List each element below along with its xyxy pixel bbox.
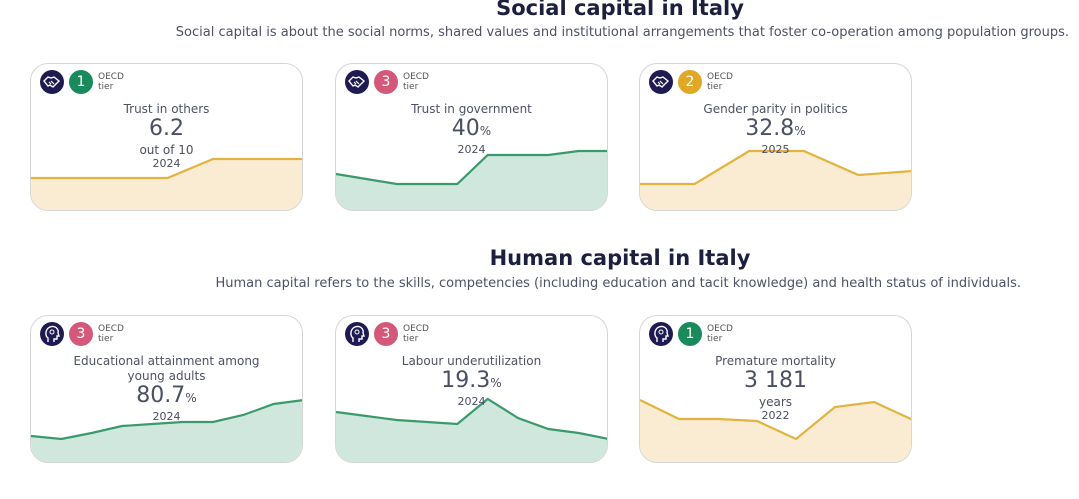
tier-label: OECD xyxy=(707,324,733,334)
tier-label: tier xyxy=(98,334,114,344)
sparkline-chart xyxy=(336,397,607,462)
sparkline-area xyxy=(31,400,302,462)
value-unit: years xyxy=(758,395,793,409)
handshake-icon xyxy=(40,70,64,94)
indicator-year: 2024 xyxy=(457,395,486,408)
section-description: Human capital refers to the skills, comp… xyxy=(215,276,1022,291)
tier-badge: 3 xyxy=(374,70,398,94)
sparkline-line xyxy=(31,157,302,180)
tier-label: tier xyxy=(707,82,723,92)
tier-badge: 1 xyxy=(69,70,93,94)
indicator-card[interactable]: 1 OECD tier Trust in others 6.2 out of 10… xyxy=(30,63,303,211)
indicator-year: 2024 xyxy=(152,157,181,170)
indicator-value: 19.3 xyxy=(441,368,491,393)
indicator-value: 80.7 xyxy=(136,383,186,408)
indicator-label: Labour underutilization xyxy=(401,354,542,368)
indicator-label: Gender parity in politics xyxy=(703,102,848,116)
indicator-card[interactable]: 3 OECD tier Educational attainment among … xyxy=(30,315,303,463)
sparkline-line xyxy=(640,149,911,186)
sparkline-chart xyxy=(31,157,302,210)
tier-label: tier xyxy=(403,82,419,92)
section-title: Human capital in Italy xyxy=(489,246,751,270)
sparkline-area xyxy=(31,159,302,210)
tier-label: tier xyxy=(98,82,114,92)
indicator-year: 2025 xyxy=(761,143,790,156)
value-suffix: % xyxy=(794,124,806,138)
sparkline-area xyxy=(640,400,911,462)
sparkline-area xyxy=(640,151,911,210)
head-icon xyxy=(40,322,64,346)
sparkline-chart xyxy=(640,149,911,210)
value-suffix: % xyxy=(490,376,502,390)
tier-badge: 3 xyxy=(69,322,93,346)
sparkline-line xyxy=(31,399,302,441)
indicator-year: 2024 xyxy=(457,143,486,156)
value-suffix: % xyxy=(185,391,197,405)
tier-label: OECD xyxy=(403,72,429,82)
sparkline-line xyxy=(336,149,607,186)
tier-badge: 3 xyxy=(374,322,398,346)
indicator-value: 3 181 xyxy=(744,368,807,393)
sparkline-line xyxy=(336,397,607,440)
indicator-card[interactable]: 3 OECD tier Labour underutilization 19.3%… xyxy=(335,315,608,463)
head-icon xyxy=(345,322,369,346)
sparkline-area xyxy=(336,151,607,210)
indicator-year: 2024 xyxy=(152,410,181,423)
tier-label: OECD xyxy=(98,72,124,82)
sparkline-area xyxy=(336,399,607,462)
indicator-label: Trust in others xyxy=(123,102,210,116)
section-title: Social capital in Italy xyxy=(496,0,744,20)
indicator-year: 2022 xyxy=(761,409,790,422)
sparkline-chart xyxy=(31,399,302,462)
head-icon xyxy=(649,322,673,346)
indicator-label: Educational attainment among young adult… xyxy=(73,354,260,383)
indicator-value: 40 xyxy=(451,116,480,141)
indicator-label: Premature mortality xyxy=(715,354,836,368)
indicator-value: 32.8 xyxy=(745,116,795,141)
tier-badge: 2 xyxy=(678,70,702,94)
tier-label: OECD xyxy=(98,324,124,334)
indicator-value: 6.2 xyxy=(149,116,184,141)
indicator-card[interactable]: 1 OECD tier Premature mortality 3 181 yea… xyxy=(639,315,912,463)
indicator-card[interactable]: 2 OECD tier Gender parity in politics 32.… xyxy=(639,63,912,211)
tier-label: OECD xyxy=(403,324,429,334)
indicator-label: Trust in government xyxy=(411,102,532,116)
value-suffix: % xyxy=(479,124,492,138)
sparkline-chart xyxy=(336,149,607,210)
tier-badge: 1 xyxy=(678,322,702,346)
sparkline-line xyxy=(640,399,911,441)
indicator-card[interactable]: 3 OECD tier Trust in government 40% 2024 xyxy=(335,63,608,211)
sparkline-chart xyxy=(640,399,911,462)
value-unit: out of 10 xyxy=(139,143,194,157)
handshake-icon xyxy=(649,70,673,94)
handshake-icon xyxy=(345,70,369,94)
tier-label: tier xyxy=(403,334,419,344)
tier-label: OECD xyxy=(707,72,733,82)
tier-label: tier xyxy=(707,334,723,344)
section-description: Social capital is about the social norms… xyxy=(175,25,1069,40)
